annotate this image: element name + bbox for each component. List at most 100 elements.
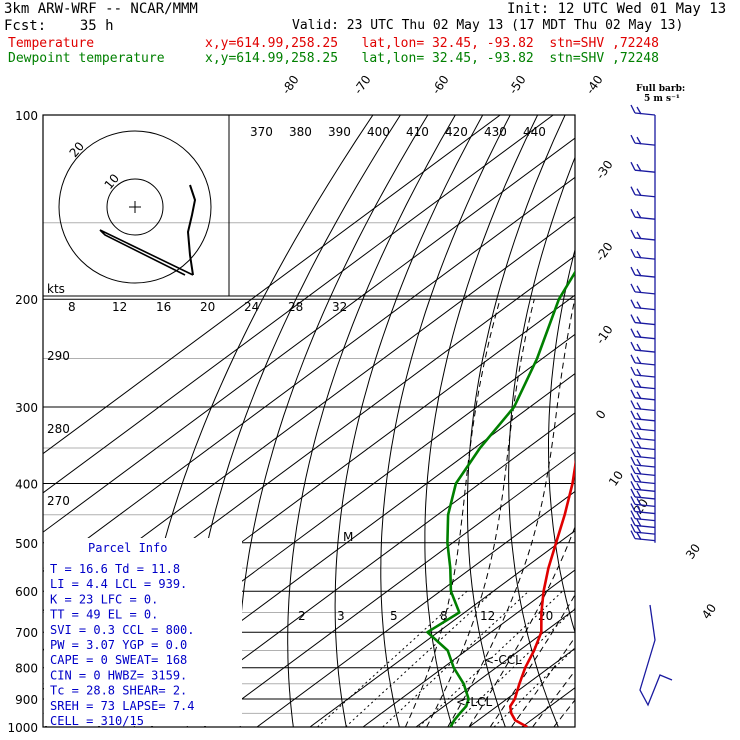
parcel-info-box: Parcel Info T = 16.6 Td = 11.8LI = 4.4 LC… bbox=[44, 538, 242, 728]
hodograph-speed-label: 16 bbox=[156, 300, 171, 314]
wind-barb-flag bbox=[630, 488, 636, 498]
hodograph-speed-label: 28 bbox=[288, 300, 303, 314]
hodograph-ring-label: 20 bbox=[67, 139, 88, 160]
dewpoint-location-info: x,y=614.99,258.25 lat,lon= 32.45, -93.82… bbox=[205, 51, 659, 66]
wind-barb-flag bbox=[630, 481, 636, 490]
wind-barb bbox=[634, 488, 656, 492]
parcel-info-row: T = 16.6 Td = 11.8 bbox=[50, 562, 180, 576]
parcel-info-row: LI = 4.4 LCL = 939. bbox=[50, 577, 187, 591]
wind-barbs bbox=[630, 104, 673, 707]
theta-label: 370 bbox=[250, 125, 273, 139]
wind-barb bbox=[634, 510, 656, 515]
wind-barb-flag bbox=[630, 266, 636, 276]
wind-barb-flag bbox=[630, 439, 636, 448]
isotherm-line bbox=[415, 608, 575, 727]
wind-barb-flag bbox=[630, 186, 636, 196]
wind-barb-flag bbox=[636, 482, 642, 491]
profile-annotation: M bbox=[343, 530, 353, 544]
wind-barb-flag bbox=[636, 450, 642, 458]
wind-barb-flag bbox=[630, 104, 636, 114]
pressure-tick-label: 900 bbox=[15, 693, 38, 707]
isotherm-label: -60 bbox=[429, 73, 452, 97]
wind-barb-flag bbox=[636, 285, 642, 294]
isotherm-line bbox=[43, 137, 575, 533]
dry-adiabat-line bbox=[696, 115, 740, 727]
wind-barb-flag bbox=[636, 210, 642, 219]
isotherm-label: 30 bbox=[683, 541, 703, 562]
wind-barb-flag bbox=[630, 465, 636, 474]
wind-barb-flag bbox=[636, 106, 642, 115]
hodograph-speed-label: 8 bbox=[68, 300, 76, 314]
low-level-barbs bbox=[639, 604, 673, 707]
wind-barb-flag bbox=[636, 343, 642, 352]
wind-barb-flag bbox=[636, 458, 642, 467]
wind-barb-flag bbox=[630, 248, 636, 258]
parcel-info-row: SVI = 0.3 CCL = 800. bbox=[50, 623, 195, 637]
hodograph-ring-label: 10 bbox=[102, 171, 123, 192]
wind-barb-flag bbox=[630, 517, 636, 526]
theta-label: 400 bbox=[367, 125, 390, 139]
wind-barb-flag bbox=[636, 441, 642, 449]
wind-barb-flag bbox=[636, 431, 642, 440]
pressure-tick-label: 700 bbox=[15, 626, 38, 640]
dry-adiabat-line bbox=[548, 247, 575, 634]
isotherm-label: 40 bbox=[699, 601, 719, 622]
isotherm-label: 10 bbox=[606, 468, 626, 489]
temperature-location-info: x,y=614.99,258.25 lat,lon= 32.45, -93.82… bbox=[205, 36, 659, 51]
dry-adiabat-label: 270 bbox=[47, 494, 70, 508]
hodograph-speed-label: 12 bbox=[112, 300, 127, 314]
wind-barb-flag bbox=[636, 402, 642, 410]
dry-adiabat-label: 290 bbox=[47, 349, 70, 363]
isotherm-label: -30 bbox=[593, 158, 616, 182]
wind-barb bbox=[634, 194, 656, 198]
forecast-hour: Fcst: 35 h bbox=[4, 18, 114, 34]
valid-time: Valid: 23 UTC Thu 02 May 13 (17 MDT Thu … bbox=[292, 18, 684, 33]
wind-barb-flag bbox=[630, 496, 636, 505]
wind-barb-flag bbox=[636, 467, 642, 475]
parcel-info-row: CAPE = 0 SWEAT= 168 bbox=[50, 653, 187, 667]
pressure-tick-label: 100 bbox=[15, 109, 38, 123]
wind-barb-flag bbox=[630, 523, 636, 533]
wind-barb-flag bbox=[636, 475, 642, 483]
wind-barb-flag bbox=[636, 136, 642, 145]
isotherm-label: -70 bbox=[351, 73, 374, 97]
mixing-ratio-line bbox=[382, 590, 530, 727]
dewpoint-profile bbox=[426, 269, 575, 727]
wind-barb-flag bbox=[630, 341, 636, 351]
mixing-ratio-label: 3 bbox=[337, 609, 345, 623]
wind-barb-flag bbox=[636, 422, 642, 431]
dry-adiabat-line bbox=[334, 115, 484, 727]
wind-barb-flag bbox=[636, 250, 642, 259]
wind-barb bbox=[634, 531, 656, 535]
parcel-info-row: Tc = 28.8 SHEAR= 2. bbox=[50, 684, 187, 698]
wind-barb bbox=[634, 362, 656, 366]
isotherm-line bbox=[43, 115, 554, 494]
wind-barb-flag bbox=[636, 268, 642, 277]
hodograph-unit-label: kts bbox=[47, 282, 65, 296]
wind-barb bbox=[634, 455, 656, 460]
wind-barb bbox=[634, 418, 656, 422]
wind-barb bbox=[634, 349, 656, 353]
dry-adiabat-line bbox=[625, 115, 718, 727]
isotherm-line bbox=[43, 115, 501, 455]
wind-barb bbox=[634, 480, 656, 485]
dry-adiabat-label: 280 bbox=[47, 422, 70, 436]
moist-adiabat-line bbox=[468, 525, 575, 727]
theta-label: 390 bbox=[328, 125, 351, 139]
moist-adiabat-line bbox=[489, 593, 575, 727]
pressure-tick-label: 300 bbox=[15, 401, 38, 415]
wind-barb-flag bbox=[630, 366, 636, 376]
barb-key-label: Full barb: bbox=[636, 84, 686, 94]
dry-adiabat-line bbox=[287, 115, 456, 727]
wind-barb-flag bbox=[636, 512, 642, 520]
isotherm-label: 20 bbox=[631, 496, 651, 517]
wind-barb bbox=[634, 274, 656, 278]
pressure-tick-label: 600 bbox=[15, 585, 38, 599]
mixing-ratio-line bbox=[450, 607, 575, 727]
isotherm-line bbox=[574, 726, 575, 727]
wind-barb-flag bbox=[630, 410, 636, 420]
wind-barb bbox=[634, 517, 656, 522]
wind-barb-flag bbox=[630, 448, 636, 457]
wind-barb-flag bbox=[636, 330, 642, 339]
